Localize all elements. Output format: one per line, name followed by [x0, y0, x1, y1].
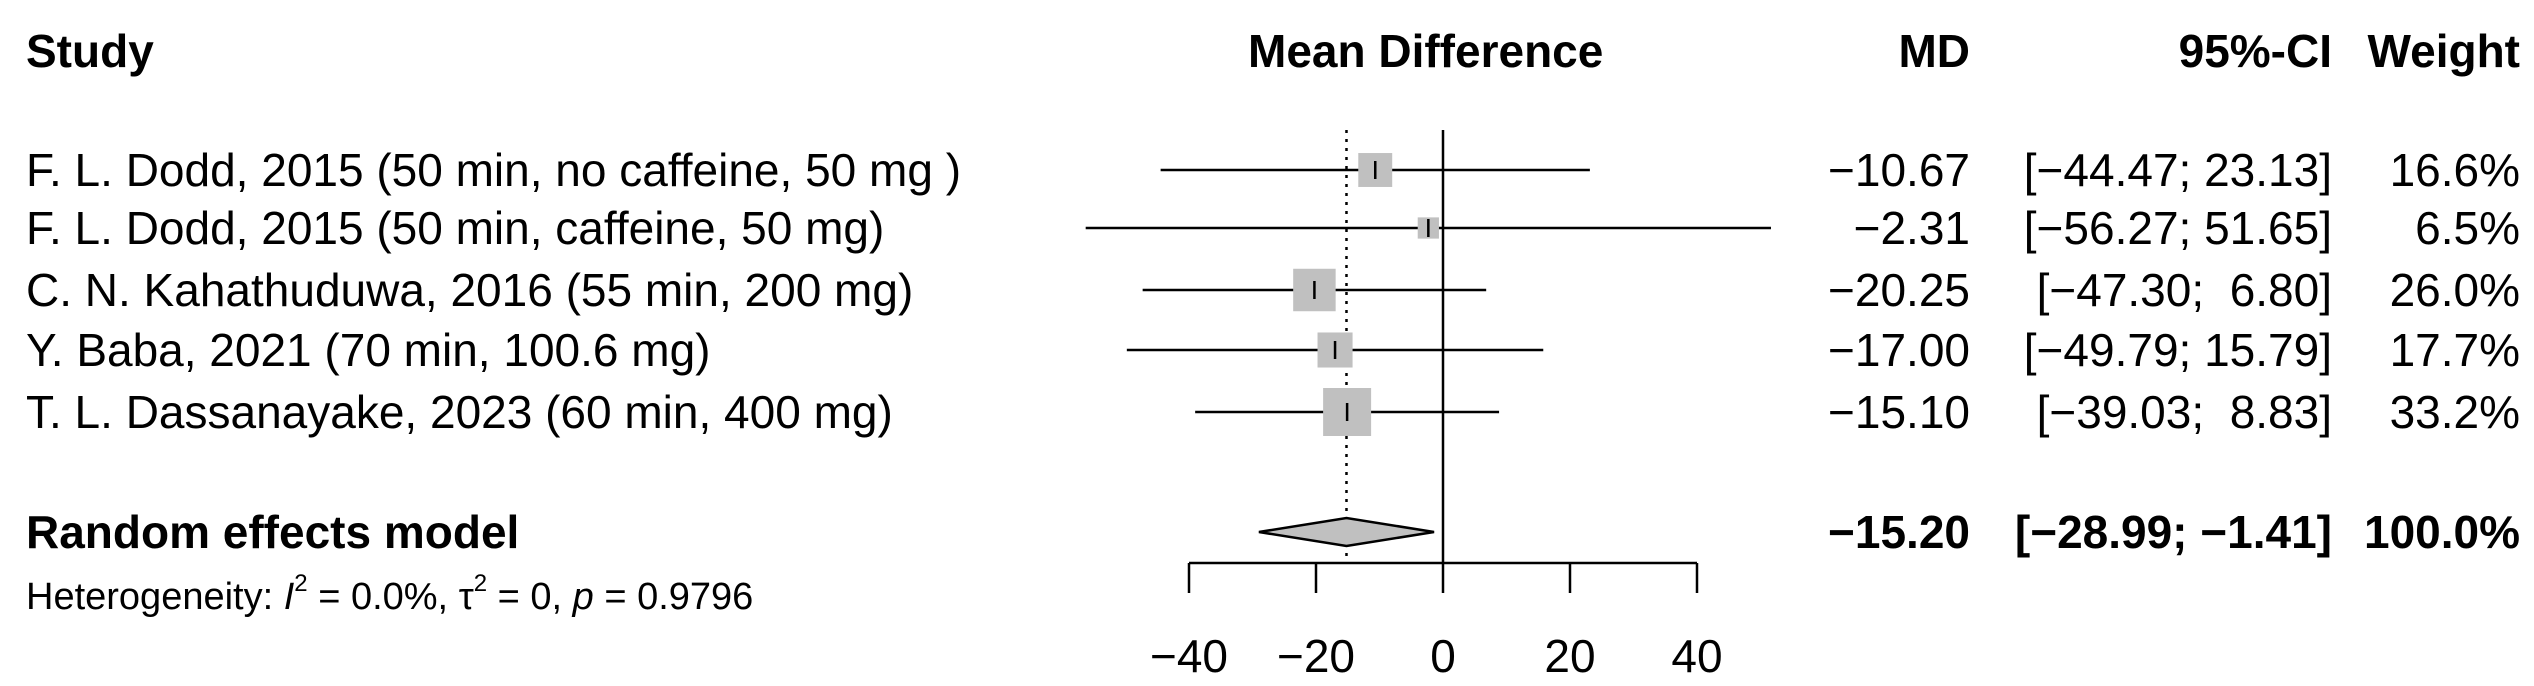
study-ci: [−56.27; 51.65] — [2023, 202, 2332, 254]
tau-value: = 0, — [487, 576, 573, 618]
p-symbol: p — [572, 576, 594, 618]
study-weight: 17.7% — [2389, 324, 2520, 376]
x-tick-label: −20 — [1277, 630, 1355, 682]
study-md: −17.00 — [1828, 324, 1970, 376]
study-weight: 33.2% — [2389, 386, 2520, 438]
heterogeneity-prefix: Heterogeneity: — [26, 576, 284, 618]
study-md: −20.25 — [1828, 264, 1970, 316]
x-tick-label: 0 — [1430, 630, 1456, 682]
pooled-label: Random effects model — [26, 506, 520, 558]
i2-exponent: 2 — [294, 570, 308, 597]
study-weight: 6.5% — [2415, 202, 2520, 254]
heterogeneity-text: Heterogeneity: I2 = 0.0%, τ2 = 0, p = 0.… — [26, 572, 754, 618]
header-mean-difference: Mean Difference — [1248, 25, 1604, 77]
header-ci: 95%-CI — [2178, 25, 2332, 77]
pooled-weight: 100.0% — [2363, 506, 2520, 558]
study-md: −15.10 — [1828, 386, 1970, 438]
i2-symbol: I — [283, 576, 295, 618]
study-ci: [−47.30; 6.80] — [2036, 264, 2332, 316]
study-ci: [−39.03; 8.83] — [2036, 386, 2332, 438]
pooled-ci: [−28.99; −1.41] — [2014, 506, 2332, 558]
x-tick-label: 20 — [1544, 630, 1595, 682]
study-weight: 26.0% — [2389, 264, 2520, 316]
study-label: Y. Baba, 2021 (70 min, 100.6 mg) — [26, 324, 711, 376]
tau-symbol: τ — [458, 576, 474, 618]
study-weight: 16.6% — [2389, 144, 2520, 196]
study-label: T. L. Dassanayake, 2023 (60 min, 400 mg) — [26, 386, 893, 438]
study-label: F. L. Dodd, 2015 (50 min, no caffeine, 5… — [26, 144, 962, 196]
study-ci: [−44.47; 23.13] — [2023, 144, 2332, 196]
i2-value: = 0.0%, — [307, 576, 459, 618]
study-md: −10.67 — [1828, 144, 1970, 196]
study-md: −2.31 — [1853, 202, 1970, 254]
pooled-md: −15.20 — [1828, 506, 1970, 558]
header-weight: Weight — [2367, 25, 2520, 77]
study-label: F. L. Dodd, 2015 (50 min, caffeine, 50 m… — [26, 202, 885, 254]
header-study: Study — [26, 25, 154, 77]
study-ci: [−49.79; 15.79] — [2023, 324, 2332, 376]
p-value: = 0.9796 — [593, 576, 754, 618]
pooled-diamond — [1258, 516, 1435, 548]
x-tick-label: −40 — [1150, 630, 1228, 682]
x-tick-label: 40 — [1671, 630, 1722, 682]
tau-exponent: 2 — [473, 570, 488, 597]
header-md: MD — [1898, 25, 1970, 77]
study-label: C. N. Kahathuduwa, 2016 (55 min, 200 mg) — [26, 264, 914, 316]
